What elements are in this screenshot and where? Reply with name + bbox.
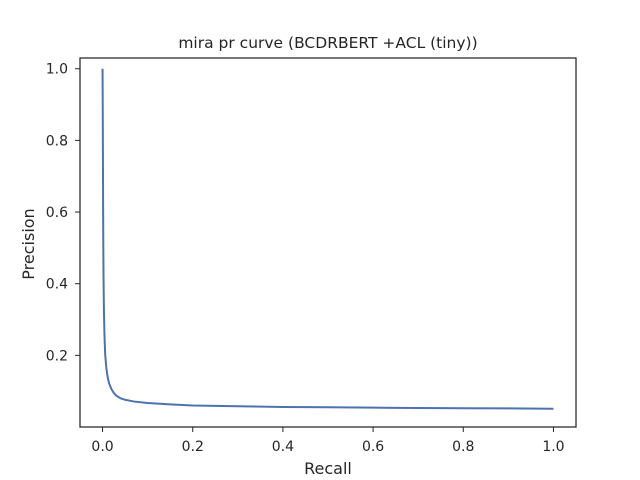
chart-title: mira pr curve (BCDRBERT +ACL (tiny)) — [178, 34, 477, 52]
y-tick-label: 0.8 — [46, 133, 68, 149]
x-tick-label: 0.0 — [91, 439, 113, 455]
y-tick-label: 1.0 — [46, 62, 68, 78]
y-tick-label: 0.6 — [46, 205, 68, 221]
y-tick-label: 0.2 — [46, 348, 68, 364]
plot-area: 0.0 0.2 0.4 0.6 0.8 1.0 0.2 0.4 0.6 0.8 1.0 — [46, 57, 577, 455]
x-tick-label: 0.6 — [362, 439, 384, 455]
x-tick-label: 1.0 — [542, 439, 564, 455]
y-tick-label: 0.4 — [46, 277, 68, 293]
plot-frame — [79, 57, 577, 428]
x-tick-label: 0.2 — [182, 439, 204, 455]
x-tick-label: 0.8 — [452, 439, 474, 455]
series-line-0 — [101, 68, 554, 410]
y-axis-label: Precision — [19, 208, 38, 279]
x-axis-label: Recall — [304, 459, 352, 478]
x-tick-label: 0.4 — [272, 439, 294, 455]
